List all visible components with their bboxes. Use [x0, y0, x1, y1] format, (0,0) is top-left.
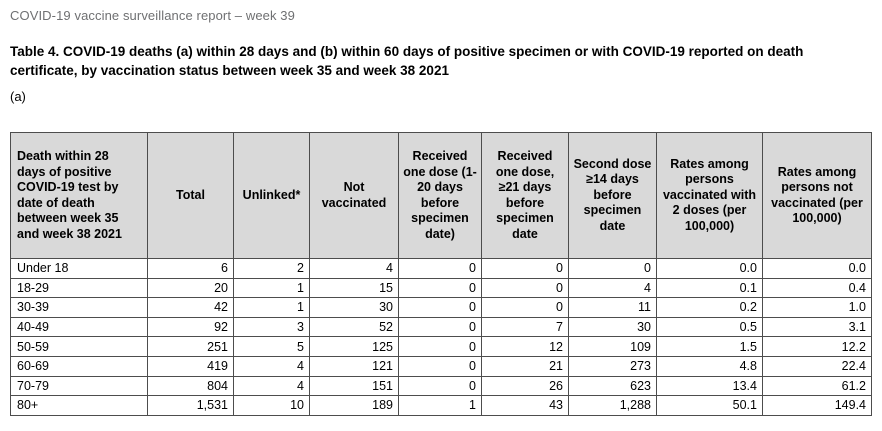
covid-deaths-table: Death within 28 days of positive COVID-1…: [10, 132, 872, 416]
table-cell: 149.4: [762, 395, 872, 416]
column-header-not-vaccinated: Not vaccinated: [309, 132, 399, 259]
column-header-rates-vaccinated: Rates among persons vaccinated with 2 do…: [656, 132, 763, 259]
table-cell: 5: [233, 336, 310, 357]
table-cell: 4: [309, 258, 399, 279]
table-cell: 251: [147, 336, 234, 357]
table-cell: 4: [233, 375, 310, 397]
table-cell: 0: [568, 258, 657, 279]
table-cell: 1.5: [656, 336, 763, 357]
table-cell: 92: [147, 316, 234, 338]
age-group-label: 18-29: [10, 277, 148, 299]
table-cell: 4: [568, 277, 657, 299]
header-row: Death within 28 days of positive COVID-1…: [10, 132, 872, 259]
table-cell: 1,531: [147, 395, 234, 416]
table-cell: 0.1: [656, 277, 763, 299]
table-cell: 1.0: [762, 297, 872, 318]
table-cell: 0: [398, 277, 482, 299]
table-row: 18-29 20 1 15 0 0 4 0.1 0.4: [10, 277, 872, 299]
table-cell: 1: [233, 297, 310, 318]
table-row: Under 18 6 2 4 0 0 0 0.0 0.0: [10, 258, 872, 279]
table-row: 40-49 92 3 52 0 7 30 0.5 3.1: [10, 316, 872, 338]
table-cell: 20: [147, 277, 234, 299]
table-row: 30-39 42 1 30 0 0 11 0.2 1.0: [10, 297, 872, 318]
table-cell: 1: [233, 277, 310, 299]
age-group-label: 40-49: [10, 316, 148, 338]
table-cell: 419: [147, 355, 234, 377]
column-header-unlinked: Unlinked*: [233, 132, 310, 259]
table-cell: 151: [309, 375, 399, 397]
table-row: 60-69 419 4 121 0 21 273 4.8 22.4: [10, 355, 872, 377]
table-cell: 7: [481, 316, 569, 338]
table-cell: 0: [481, 258, 569, 279]
table-cell: 30: [568, 316, 657, 338]
table-cell: 12: [481, 336, 569, 357]
table-cell: 0.5: [656, 316, 763, 338]
table-cell: 623: [568, 375, 657, 397]
age-group-label: 80+: [10, 395, 148, 416]
column-header-second-dose-14plus: Second dose ≥14 days before specimen dat…: [568, 132, 657, 259]
table-cell: 22.4: [762, 355, 872, 377]
table-cell: 13.4: [656, 375, 763, 397]
table-cell: 0: [398, 375, 482, 397]
table-cell: 0: [398, 297, 482, 318]
table-cell: 2: [233, 258, 310, 279]
age-group-label: 60-69: [10, 355, 148, 377]
table-cell: 0: [398, 316, 482, 338]
table-cell: 0.2: [656, 297, 763, 318]
table-cell: 0: [481, 277, 569, 299]
table-cell: 189: [309, 395, 399, 416]
table-cell: 1: [398, 395, 482, 416]
table-cell: 21: [481, 355, 569, 377]
age-group-label: 50-59: [10, 336, 148, 357]
table-cell: 12.2: [762, 336, 872, 357]
table-row: 50-59 251 5 125 0 12 109 1.5 12.2: [10, 336, 872, 357]
table-cell: 273: [568, 355, 657, 377]
table-cell: 6: [147, 258, 234, 279]
table-cell: 3.1: [762, 316, 872, 338]
table-cell: 125: [309, 336, 399, 357]
table-body: Under 18 6 2 4 0 0 0 0.0 0.0 18-29 20 1 15 0 0 4 0.1 0.4 3…: [10, 258, 872, 416]
table-cell: 61.2: [762, 375, 872, 397]
table-cell: 804: [147, 375, 234, 397]
column-header-one-dose-21plus: Received one dose, ≥21 days before speci…: [481, 132, 569, 259]
section-label-a: (a): [10, 89, 26, 104]
table-cell: 4: [233, 355, 310, 377]
table-cell: 26: [481, 375, 569, 397]
table-row: 80+ 1,531 10 189 1 43 1,288 50.1 149.4: [10, 395, 872, 416]
table-cell: 10: [233, 395, 310, 416]
table-cell: 11: [568, 297, 657, 318]
table-cell: 121: [309, 355, 399, 377]
age-group-label: 70-79: [10, 375, 148, 397]
column-header-one-dose-1-20: Received one dose (1-20 days before spec…: [398, 132, 482, 259]
table-cell: 109: [568, 336, 657, 357]
table-cell: 0: [398, 258, 482, 279]
table-cell: 42: [147, 297, 234, 318]
table-cell: 0: [398, 336, 482, 357]
table-row: 70-79 804 4 151 0 26 623 13.4 61.2: [10, 375, 872, 397]
table-cell: 50.1: [656, 395, 763, 416]
report-header: COVID-19 vaccine surveillance report – w…: [10, 8, 295, 23]
table-cell: 4.8: [656, 355, 763, 377]
table-cell: 0.0: [762, 258, 872, 279]
table-cell: 0: [481, 297, 569, 318]
table-cell: 43: [481, 395, 569, 416]
age-group-label: Under 18: [10, 258, 148, 279]
table-title: Table 4. COVID-19 deaths (a) within 28 d…: [10, 44, 804, 78]
table-cell: 0.0: [656, 258, 763, 279]
table-cell: 0: [398, 355, 482, 377]
table-cell: 15: [309, 277, 399, 299]
table-cell: 3: [233, 316, 310, 338]
column-header-rates-not-vaccinated: Rates among persons not vaccinated (per …: [762, 132, 872, 259]
table-cell: 52: [309, 316, 399, 338]
column-header-total: Total: [147, 132, 234, 259]
table-cell: 30: [309, 297, 399, 318]
table-cell: 0.4: [762, 277, 872, 299]
column-header-age-group: Death within 28 days of positive COVID-1…: [10, 132, 148, 259]
table-cell: 1,288: [568, 395, 657, 416]
age-group-label: 30-39: [10, 297, 148, 318]
